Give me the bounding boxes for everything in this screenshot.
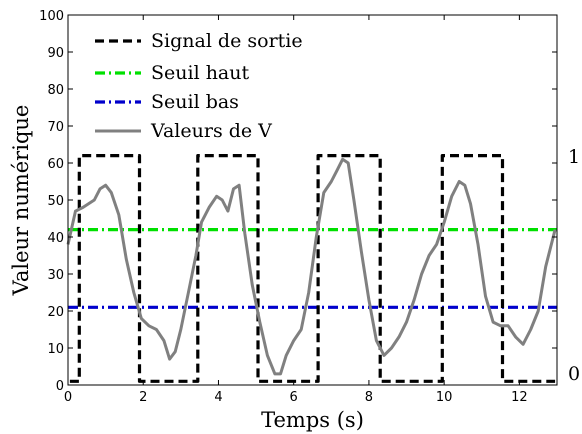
y-tick-label: 10 [47, 342, 64, 357]
y-tick-label: 40 [47, 231, 64, 246]
x-tick-label: 2 [139, 390, 147, 405]
legend-label-2: Seuil bas [151, 91, 239, 113]
y-tick-label: 30 [47, 268, 64, 283]
x-axis-label: Temps (s) [261, 408, 364, 432]
legend: Signal de sortie Seuil haut Seuil bas Valeu… [86, 24, 310, 146]
right-axis-tick-top: 1 [568, 146, 580, 168]
x-tick-label: 4 [214, 390, 222, 405]
legend-label-1: Seuil haut [151, 62, 249, 84]
series-layer [66, 154, 557, 383]
y-axis-label: Valeur numérique [9, 105, 33, 297]
y-tick-label: 0 [56, 379, 64, 394]
y-tick-label: 20 [47, 305, 64, 320]
y-tick-label: 50 [47, 194, 64, 209]
y-tick-label: 90 [47, 46, 64, 61]
legend-background [86, 24, 310, 146]
y-tick-label: 100 [39, 9, 64, 24]
legend-label-0: Signal de sortie [151, 30, 303, 52]
series-line-3 [66, 157, 557, 376]
x-tick-label: 10 [436, 390, 453, 405]
legend-label-3: Valeurs de V [150, 120, 272, 142]
x-tick-label: 8 [365, 390, 373, 405]
x-tick-label: 6 [290, 390, 298, 405]
axis-layer: 0 2 4 6 8 10 12 0 10 20 30 40 50 60 70 80 90 100 [39, 9, 557, 405]
series-line-0 [69, 154, 556, 383]
y-tick-label: 60 [47, 157, 64, 172]
right-axis-tick-bottom: 0 [568, 363, 580, 385]
x-tick-label: 12 [511, 390, 528, 405]
x-tick-label: 0 [64, 390, 72, 405]
y-tick-label: 80 [47, 83, 64, 98]
y-tick-label: 70 [47, 120, 64, 135]
